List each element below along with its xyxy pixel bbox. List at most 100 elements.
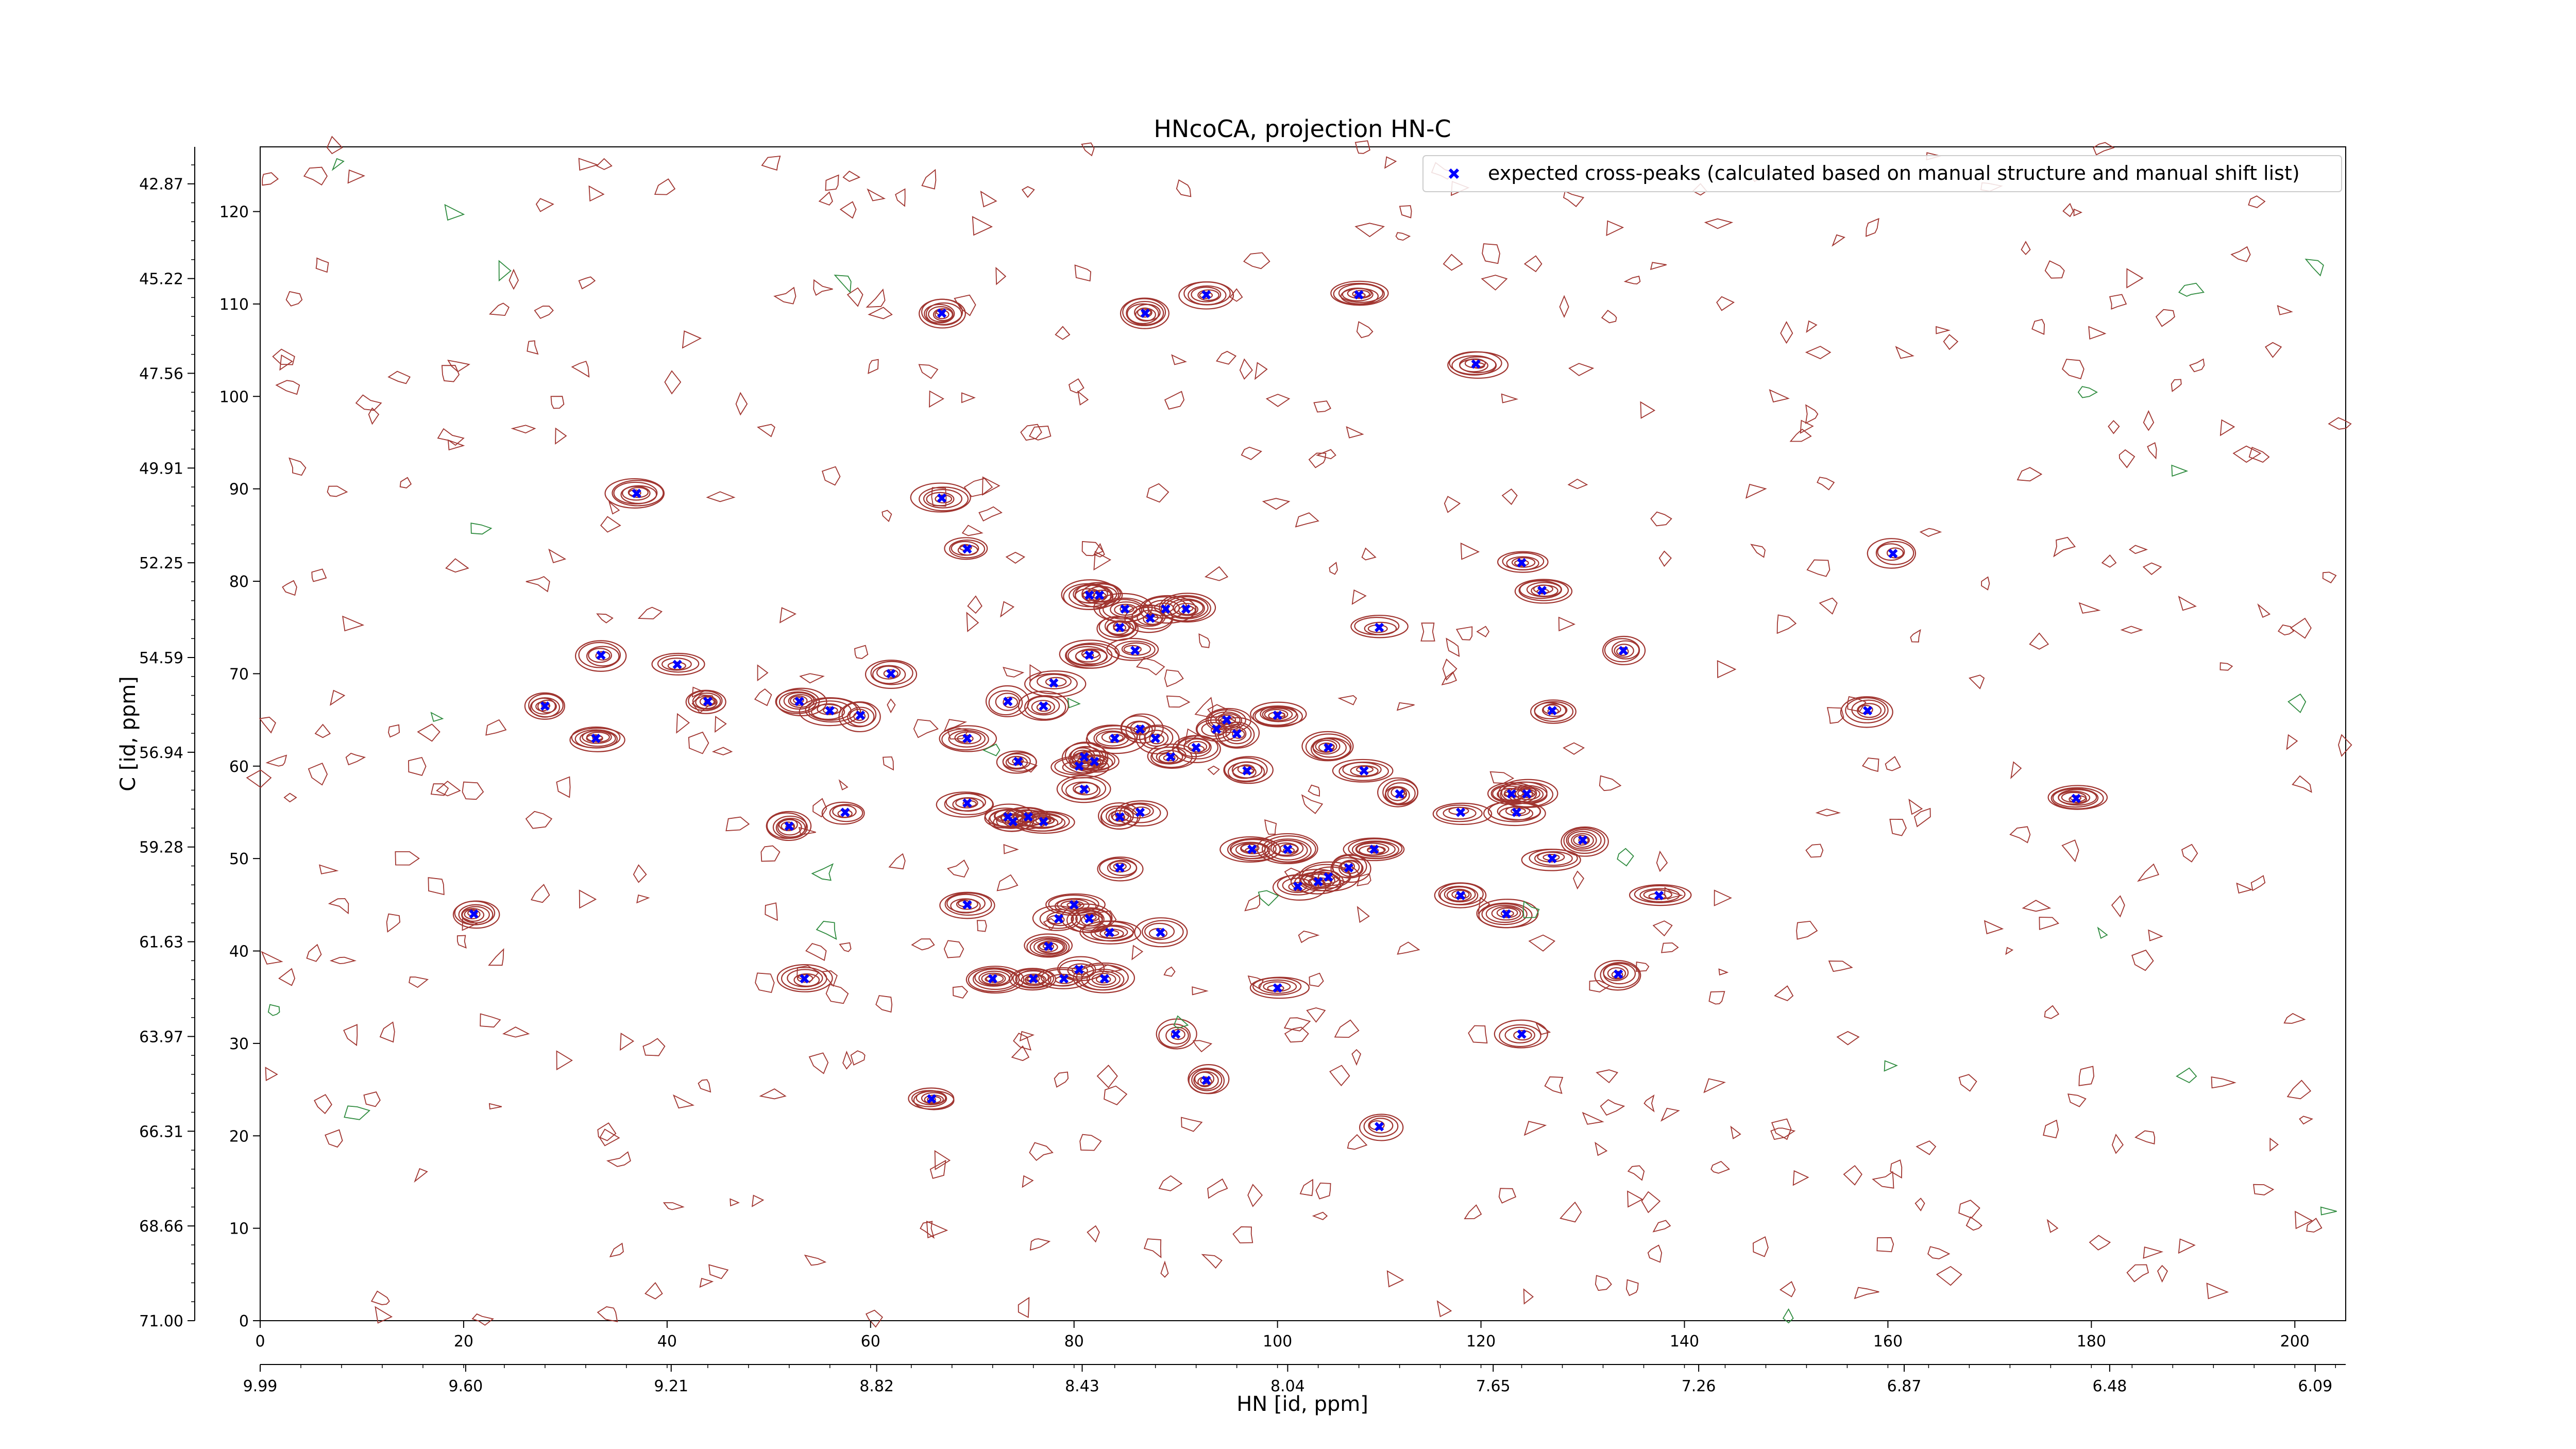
noise-contour — [1528, 934, 1555, 952]
noise-contour — [1965, 1216, 1982, 1231]
peak-marker — [1888, 549, 1898, 559]
plot-area — [246, 136, 2352, 1328]
noise-contour — [1843, 1165, 1862, 1186]
peak-marker — [1008, 817, 1018, 827]
noise-contour — [2277, 305, 2293, 315]
noise-contour — [375, 1306, 393, 1324]
noise-contour — [2328, 417, 2352, 430]
peak-marker — [1512, 807, 1521, 817]
peak-contour — [1144, 730, 1169, 747]
noise-contour — [1523, 255, 1543, 273]
noise-contour — [2073, 208, 2083, 216]
noise-contour — [1943, 334, 1959, 350]
noise-contour — [808, 1052, 829, 1074]
noise-contour — [1308, 784, 1320, 797]
x-ppm-tick-label: 8.04 — [1270, 1377, 1305, 1395]
noise-contour — [2044, 1005, 2060, 1019]
peak-contour — [974, 968, 1013, 987]
noise-contour — [875, 995, 893, 1013]
noise-contour — [1936, 1266, 1962, 1286]
noise-contour — [676, 713, 690, 734]
peak-contour — [1252, 977, 1302, 996]
noise-contour — [2062, 203, 2074, 217]
peak-marker — [1145, 613, 1155, 623]
noise-contour — [620, 1033, 635, 1051]
noise-contour — [1021, 186, 1035, 198]
noise-contour — [1544, 1076, 1564, 1094]
peak-contour — [1446, 888, 1472, 902]
noise-contour — [1096, 1065, 1118, 1088]
peak-contour — [870, 661, 913, 685]
peak-contour — [1027, 696, 1060, 716]
noise-contour — [502, 1026, 530, 1038]
peak-contour — [787, 969, 823, 988]
noise-contour — [2109, 294, 2127, 310]
peak-contour — [1506, 556, 1539, 570]
x-tick-label: 60 — [861, 1333, 880, 1351]
y-ppm-tick-label: 45.22 — [139, 271, 183, 289]
peak-contour — [1066, 907, 1112, 933]
peak-contour — [464, 909, 481, 920]
peak-contour — [949, 540, 986, 559]
peak-contour — [1197, 289, 1219, 301]
noise-contour — [1595, 1141, 1608, 1156]
peak-contour — [1338, 860, 1364, 878]
noise-contour — [1446, 637, 1460, 657]
noise-contour — [578, 158, 599, 171]
noise-contour — [1589, 980, 1611, 992]
noise-contour — [471, 1313, 494, 1326]
noise-contour — [1308, 452, 1327, 468]
noise-contour — [311, 568, 327, 582]
peak-contour — [1029, 937, 1067, 957]
noise-contour — [882, 510, 892, 523]
noise-contour — [1828, 961, 1853, 972]
noise-contour — [1018, 1296, 1030, 1318]
peak-contour — [837, 809, 853, 818]
peak-contour — [612, 480, 664, 507]
noise-contour — [1020, 424, 1042, 441]
peak-marker — [540, 701, 550, 711]
peak-contour — [1037, 941, 1058, 953]
peak-contour — [662, 658, 692, 671]
peak-contour — [1032, 905, 1081, 931]
noise-contour — [345, 752, 366, 766]
peak-marker — [1293, 881, 1303, 891]
noise-contour — [2322, 571, 2337, 584]
noise-contour — [854, 645, 869, 659]
y-ppm-tick-label: 42.87 — [139, 176, 183, 194]
noise-contour — [839, 942, 852, 952]
noise-contour — [1796, 920, 1818, 940]
y-tick-label: 60 — [229, 758, 249, 776]
peak-contour — [1573, 835, 1590, 846]
noise-contour — [2277, 624, 2294, 636]
noise-contour — [1908, 798, 1923, 815]
noise-contour — [1600, 1099, 1625, 1116]
peak-contour — [923, 488, 962, 509]
noise-contour — [447, 439, 465, 451]
noise-contour — [1455, 626, 1473, 641]
noise-contour — [821, 466, 841, 486]
noise-contour — [2269, 1137, 2279, 1152]
peak-contour — [620, 485, 657, 504]
noise-contour — [456, 935, 467, 949]
peak-contour — [1436, 804, 1483, 822]
noise-contour — [1627, 1165, 1645, 1181]
noise-contour — [1958, 1200, 1980, 1219]
noise-contour — [1498, 1188, 1517, 1204]
noise-contour — [1750, 544, 1766, 558]
peak-contour — [1193, 1071, 1219, 1090]
peak-marker — [1023, 812, 1033, 822]
noise-contour — [1567, 478, 1588, 490]
noise-contour — [1136, 658, 1165, 676]
peak-contour — [1534, 702, 1567, 719]
noise-contour — [498, 260, 512, 282]
noise-contour — [1313, 400, 1331, 413]
peak-contour — [919, 486, 969, 512]
noise-contour — [2126, 268, 2144, 289]
noise-contour — [1081, 541, 1104, 557]
noise-contour — [934, 1150, 951, 1171]
noise-contour — [1176, 179, 1192, 197]
noise-contour — [1573, 870, 1585, 890]
noise-contour — [1664, 886, 1684, 900]
peak-contour — [578, 642, 621, 668]
